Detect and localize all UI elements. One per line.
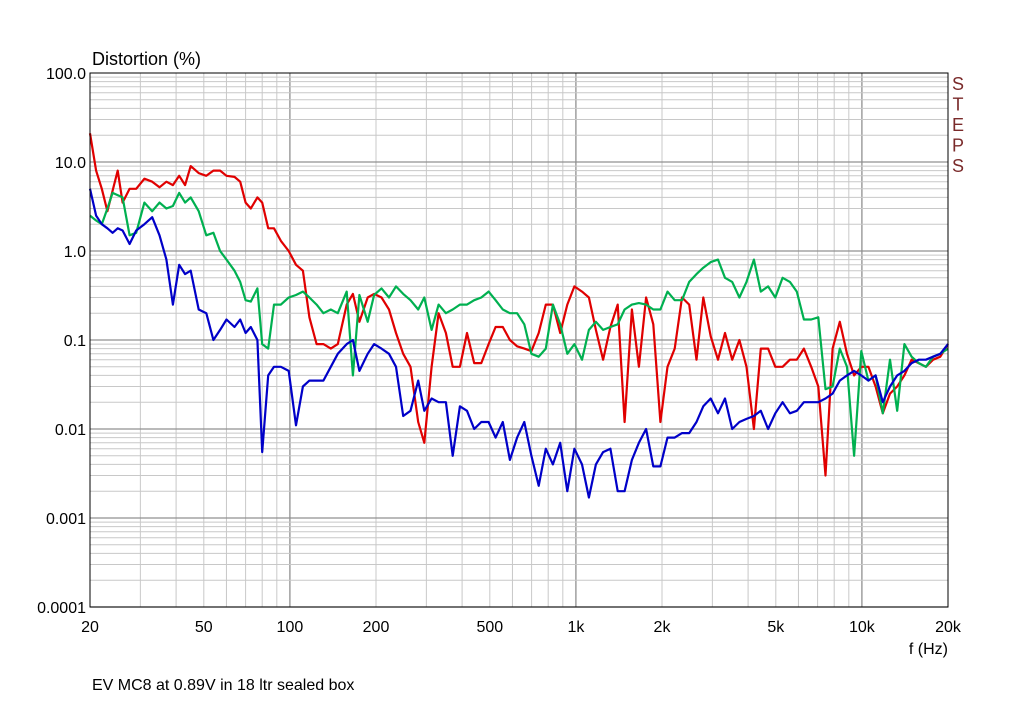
x-tick-label: 20k [935,619,962,636]
chart-title: Distortion (%) [92,49,201,69]
x-tick-labels: 20 50 100 200 500 1k 2k 5k 10k 20k [81,619,962,636]
watermark-letter: T [953,95,964,115]
watermark-letter: P [952,136,964,156]
x-tick-label: 50 [195,619,213,636]
y-tick-label: 0.01 [55,422,86,439]
series-line-3 [88,188,949,499]
x-tick-label: 5k [767,619,785,636]
watermark-letter: S [952,156,964,176]
y-tick-label: 0.0001 [37,600,86,617]
y-tick-label: 10.0 [55,155,86,172]
y-tick-label: 0.1 [64,333,86,350]
y-tick-label: 1.0 [64,244,86,261]
series-line-1 [88,133,949,477]
chart-caption: EV MC8 at 0.89V in 18 ltr sealed box [92,677,354,694]
y-tick-label: 0.001 [46,511,86,528]
x-tick-label: 20 [81,619,99,636]
plot-frame [89,72,949,608]
y-tick-labels: 100.0 10.0 1.0 0.1 0.01 0.001 0.0001 [37,66,86,617]
x-tick-label: 100 [277,619,304,636]
y-tick-label: 100.0 [46,66,86,83]
watermark-letter: E [952,115,964,135]
series-group [88,133,949,499]
watermark-letter: S [952,74,964,94]
x-tick-label: 500 [476,619,503,636]
x-tick-label: 1k [567,619,585,636]
x-tick-label: 2k [654,619,672,636]
series-line-2 [89,191,949,457]
x-tick-label: 10k [849,619,876,636]
grid [89,73,949,608]
x-tick-label: 200 [363,619,390,636]
x-axis-label: f (Hz) [909,641,948,658]
